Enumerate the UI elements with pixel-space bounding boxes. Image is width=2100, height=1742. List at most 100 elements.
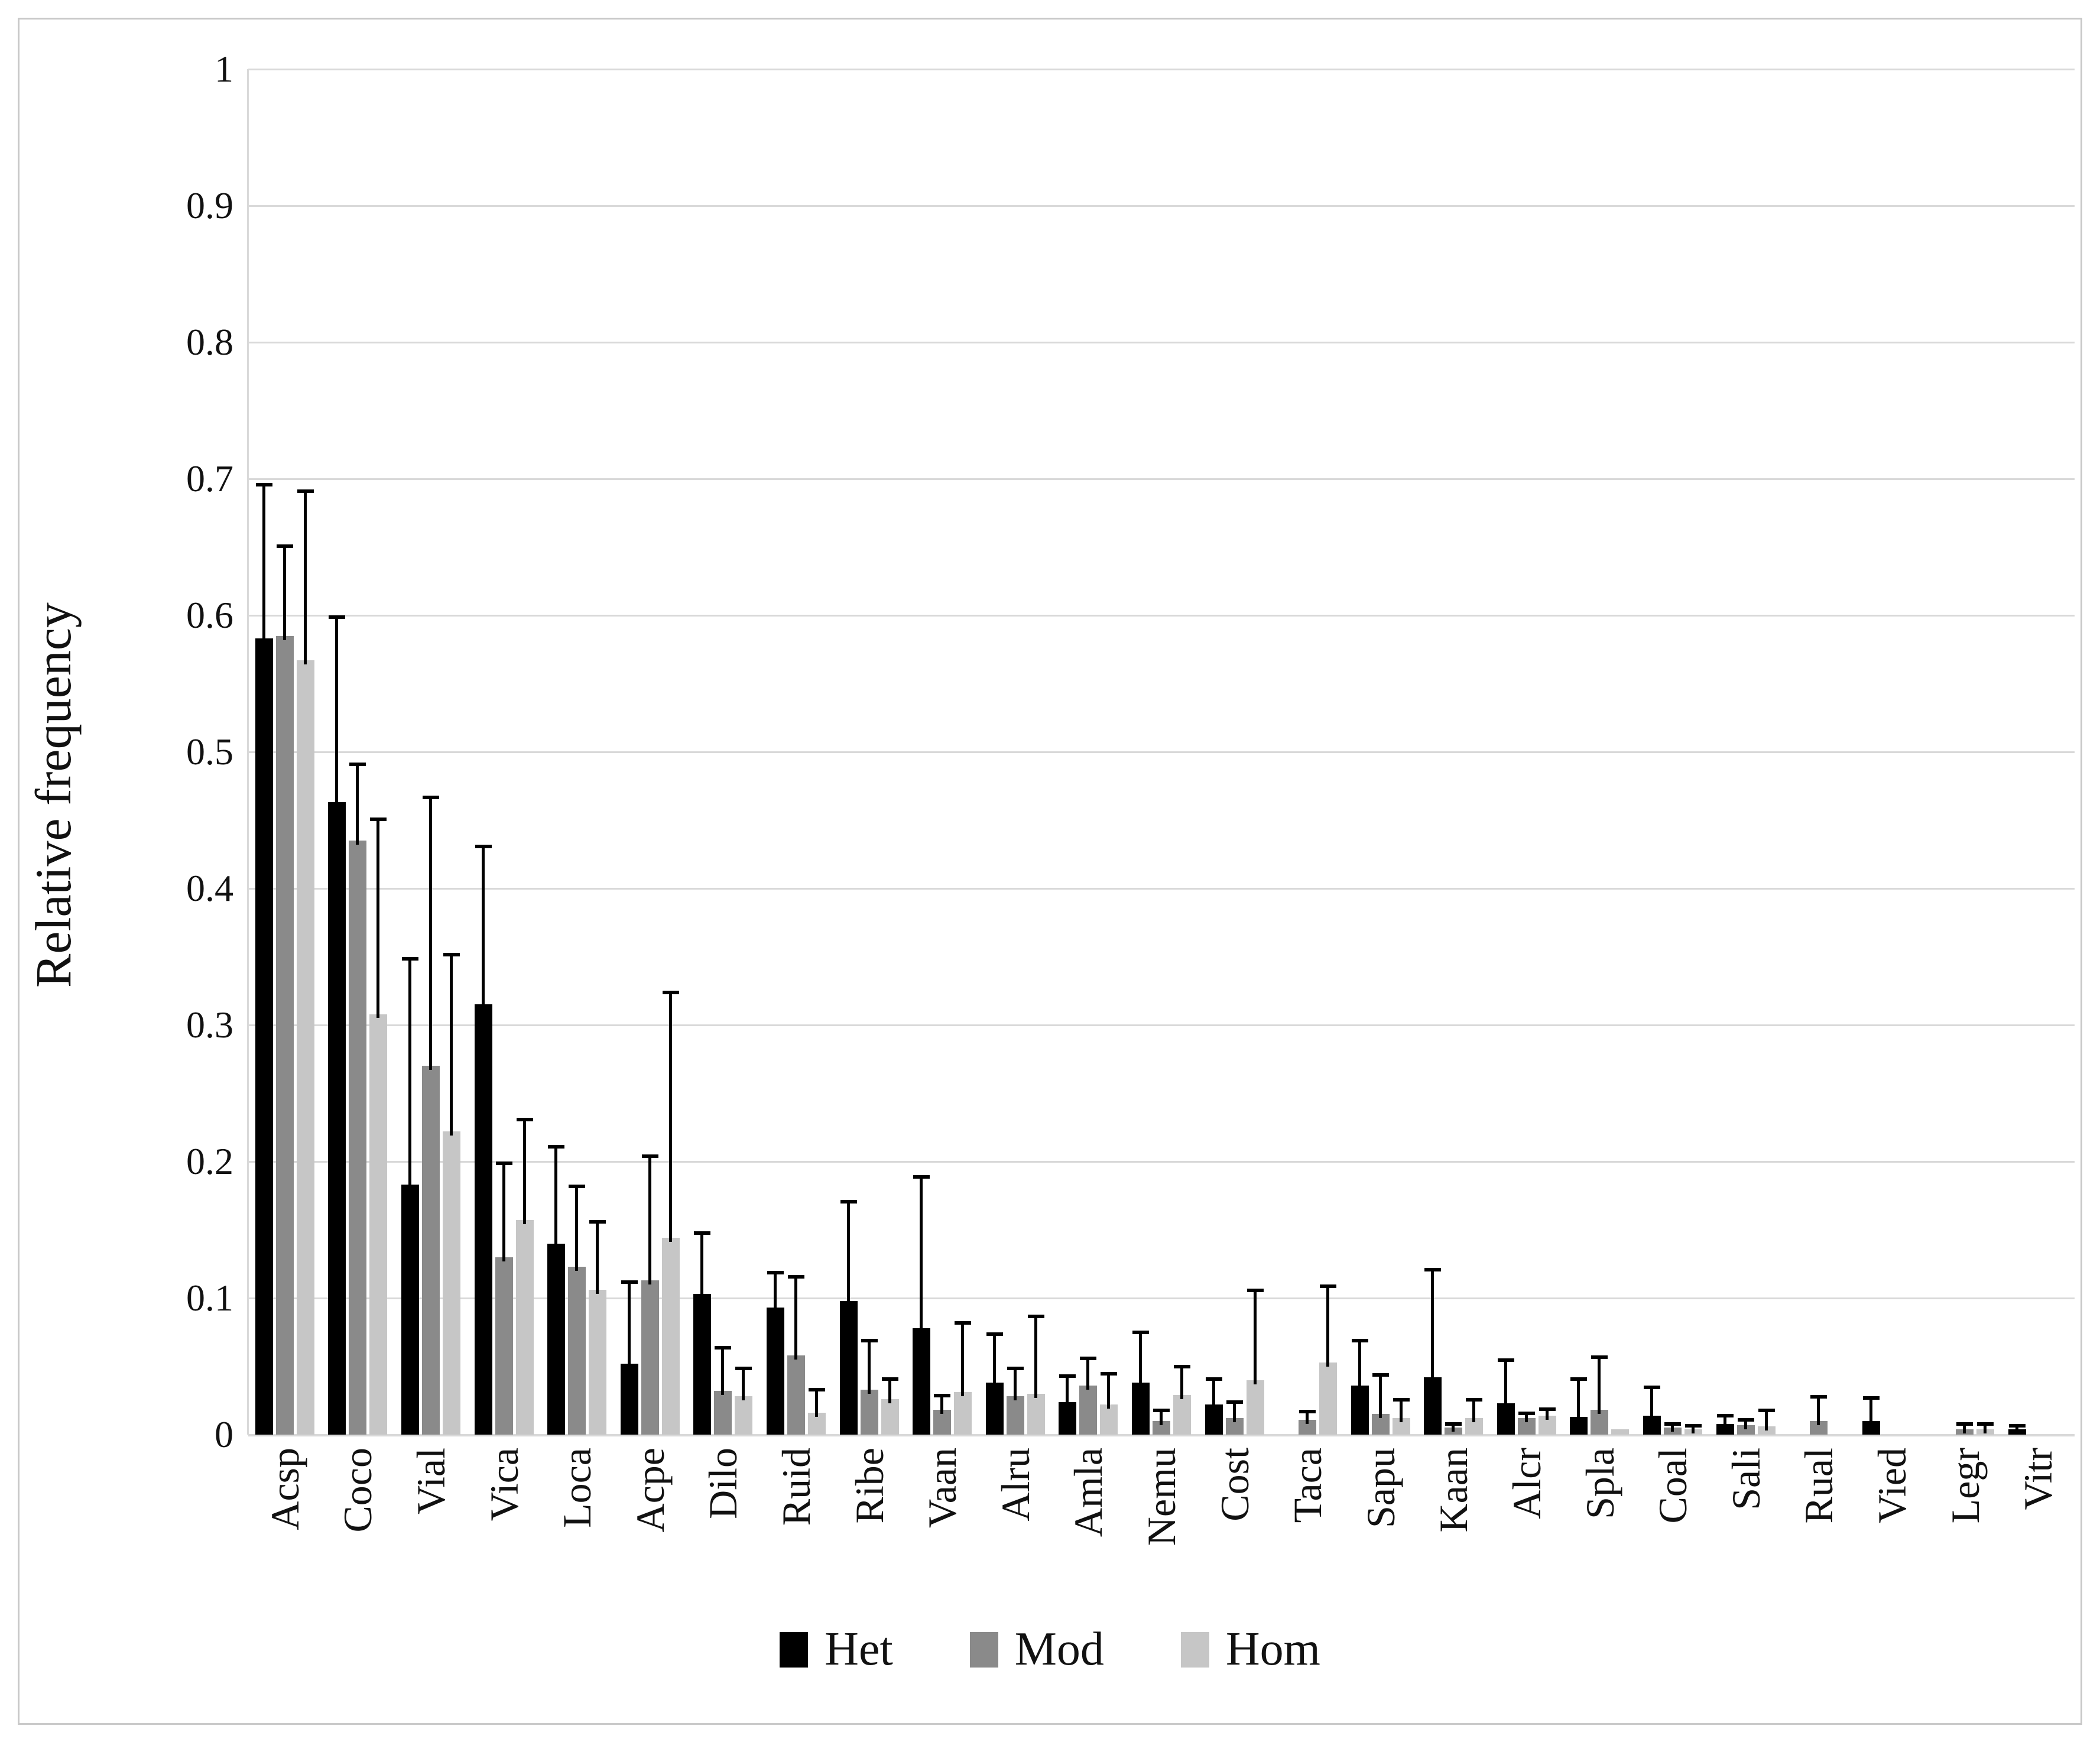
error-bar-cap bbox=[1591, 1355, 1608, 1360]
bar-Alcr-Het bbox=[1497, 1403, 1515, 1435]
error-bar-cap bbox=[840, 1199, 857, 1203]
error-bar-cap bbox=[1497, 1358, 1514, 1362]
error-bar-Acsp-Het bbox=[262, 482, 265, 643]
error-bar-cap bbox=[1716, 1414, 1734, 1418]
bar-slot bbox=[1152, 69, 1170, 1435]
error-bar-cap bbox=[1758, 1409, 1775, 1413]
bar-slot bbox=[1664, 69, 1682, 1435]
bar-slot bbox=[1570, 69, 1588, 1435]
x-label-Vial: Vial bbox=[408, 1448, 453, 1514]
bar-Vial-Mod bbox=[421, 1066, 440, 1435]
error-bar-cap bbox=[370, 817, 387, 821]
error-bar-Rual-Mod bbox=[1817, 1395, 1820, 1425]
legend-swatch-Mod bbox=[969, 1631, 998, 1668]
error-bar-Taca-Mod bbox=[1306, 1410, 1309, 1424]
error-bar-Alru-Mod bbox=[1013, 1366, 1017, 1401]
error-bar-cap bbox=[1393, 1397, 1410, 1402]
x-label-Amla: Amla bbox=[1066, 1448, 1111, 1537]
x-label-Alcr: Alcr bbox=[1504, 1448, 1549, 1519]
y-tick-label: 0.2 bbox=[186, 1140, 233, 1182]
bar-slot bbox=[255, 69, 273, 1435]
bar-Alru-Mod bbox=[1006, 1396, 1024, 1435]
bar-Vica-Het bbox=[474, 1004, 492, 1435]
legend-swatch-Hom bbox=[1180, 1631, 1209, 1668]
legend-item-Het: Het bbox=[780, 1623, 893, 1676]
x-label-Spla: Spla bbox=[1577, 1448, 1622, 1519]
error-bar-Acsp-Mod bbox=[283, 544, 286, 640]
error-bar-Taca-Hom bbox=[1326, 1284, 1330, 1367]
error-bar-Sali-Het bbox=[1723, 1414, 1726, 1428]
bar-Loca-Hom bbox=[589, 1290, 607, 1435]
bar-group-Vica bbox=[468, 69, 541, 1435]
bar-slot bbox=[328, 69, 346, 1435]
bar-slot bbox=[913, 69, 931, 1435]
bar-slot bbox=[620, 69, 638, 1435]
error-bar-Ribe-Het bbox=[846, 1199, 850, 1305]
bar-slot bbox=[1716, 69, 1734, 1435]
error-bar-Coco-Het bbox=[335, 615, 339, 807]
bar-group-Legr bbox=[1929, 69, 2002, 1435]
error-bar-Alcr-Het bbox=[1504, 1358, 1507, 1407]
bar-slot bbox=[1319, 69, 1338, 1435]
error-bar-cap bbox=[297, 489, 314, 494]
bar-Coco-Mod bbox=[349, 841, 367, 1435]
bar-slot bbox=[661, 69, 680, 1435]
bar-slot bbox=[474, 69, 492, 1435]
y-tick-label: 0.8 bbox=[186, 321, 233, 363]
bar-group-Sapu bbox=[1344, 69, 1417, 1435]
error-bar-Vica-Het bbox=[481, 845, 485, 1009]
error-bar-cap bbox=[1862, 1396, 1880, 1400]
x-label-Vaan: Vaan bbox=[920, 1448, 965, 1528]
bar-Coco-Hom bbox=[369, 1014, 388, 1435]
bar-slot bbox=[766, 69, 784, 1435]
bar-Cost-Hom bbox=[1246, 1380, 1264, 1435]
error-bar-cap bbox=[881, 1377, 898, 1381]
error-bar-cap bbox=[1007, 1366, 1024, 1370]
bar-Rual-Mod bbox=[1810, 1420, 1828, 1435]
error-bar-cap bbox=[255, 482, 272, 486]
error-bar-cap bbox=[495, 1162, 512, 1165]
bar-Amla-Mod bbox=[1079, 1385, 1098, 1435]
error-bar-Acpe-Hom bbox=[668, 991, 672, 1243]
bar-group-Spla bbox=[1563, 69, 1637, 1435]
bar-Ruid-Mod bbox=[787, 1355, 805, 1435]
bar-slot bbox=[349, 69, 367, 1435]
error-bar-cap bbox=[913, 1175, 930, 1179]
bar-slot bbox=[735, 69, 753, 1435]
error-bar-cap bbox=[808, 1388, 825, 1392]
bar-group-Loca bbox=[540, 69, 614, 1435]
error-bar-Acpe-Het bbox=[627, 1280, 631, 1368]
bar-Nemu-Hom bbox=[1173, 1395, 1191, 1435]
bar-group-Vial bbox=[394, 69, 468, 1435]
error-bar-cap bbox=[1539, 1407, 1556, 1411]
bar-slot bbox=[1246, 69, 1264, 1435]
error-bar-cap bbox=[1132, 1331, 1149, 1335]
bar-Ruid-Het bbox=[766, 1308, 784, 1435]
error-bar-cap bbox=[1351, 1339, 1368, 1343]
bar-slot bbox=[1205, 69, 1223, 1435]
error-bar-cap bbox=[329, 615, 346, 619]
error-bar-Vaan-Hom bbox=[961, 1321, 965, 1397]
error-bar-cap bbox=[621, 1280, 638, 1284]
bar-Cost-Het bbox=[1205, 1404, 1223, 1435]
error-bar-Vica-Mod bbox=[502, 1162, 505, 1261]
error-bar-Loca-Hom bbox=[596, 1220, 599, 1295]
bar-groups bbox=[248, 69, 2075, 1435]
gridline bbox=[248, 1161, 2075, 1163]
bar-slot bbox=[1392, 69, 1410, 1435]
bar-slot bbox=[1935, 69, 1953, 1435]
error-bar-cap bbox=[1027, 1314, 1044, 1318]
error-bar-cap bbox=[1320, 1284, 1337, 1288]
error-bar-cap bbox=[1424, 1268, 1442, 1272]
bar-slot bbox=[2029, 69, 2047, 1435]
bar-group-Taca bbox=[1271, 69, 1344, 1435]
error-bar-cap bbox=[276, 544, 293, 548]
error-bar-Kaan-Mod bbox=[1452, 1422, 1455, 1432]
y-tick-label: 0.1 bbox=[186, 1277, 233, 1319]
bar-slot bbox=[1079, 69, 1098, 1435]
bar-Amla-Hom bbox=[1100, 1404, 1118, 1435]
error-bar-cap bbox=[475, 845, 492, 849]
bar-Vica-Mod bbox=[495, 1257, 513, 1435]
bar-slot bbox=[568, 69, 586, 1435]
bar-slot bbox=[1830, 69, 1848, 1435]
